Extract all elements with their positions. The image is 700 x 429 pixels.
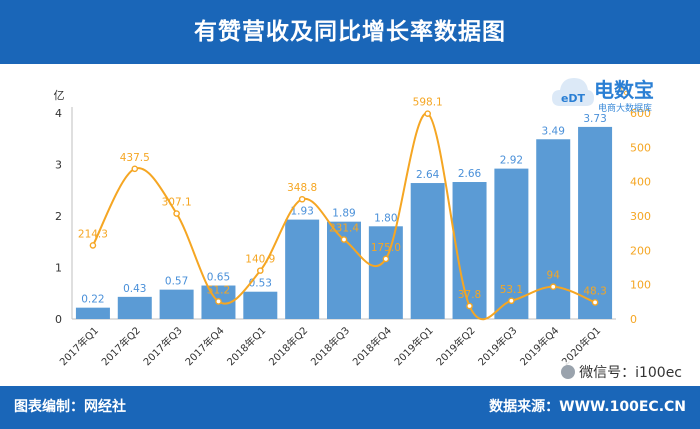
y-left-tick-label: 4 [55, 107, 62, 120]
line-point [131, 165, 139, 173]
bar [494, 168, 529, 319]
x-tick-label: 2017年Q2 [99, 324, 143, 368]
chart-svg: 0 1 2 3 4 亿 0 100 200 300 400 500 600% 0.22 0.43 0.57 0.… [54, 85, 652, 368]
wechat-badge: 微信号：i100ec [557, 362, 686, 384]
y-left-tick-label: 2 [55, 210, 62, 223]
line-value-label: 175.0 [371, 242, 401, 254]
bar-value-label: 1.80 [374, 212, 397, 224]
bar [159, 289, 194, 319]
line-point [215, 298, 222, 305]
bar-value-label: 3.49 [542, 125, 565, 137]
cloud-logo-icon: eDT [552, 78, 594, 106]
line-point [382, 255, 390, 263]
bar-value-label: 1.93 [290, 206, 313, 218]
bar [410, 183, 445, 319]
y-right-tick-label: 200 [630, 244, 651, 257]
logo-mark: eDT [561, 92, 586, 105]
y-left-tick-label: 3 [55, 159, 62, 172]
y-right-tick-label: 100 [630, 279, 651, 292]
x-tick-label: 2018年Q2 [266, 324, 310, 368]
line-value-label: 53.1 [500, 284, 523, 296]
bar [243, 291, 278, 319]
line-value-label: 598.1 [413, 97, 443, 109]
line-point [549, 283, 557, 291]
line-value-label: 231.4 [329, 223, 359, 235]
bar-value-label: 0.43 [123, 283, 146, 295]
logo-title: 电数宝 [594, 78, 654, 102]
bar-value-label: 0.57 [165, 276, 188, 288]
bar-value-label: 1.89 [332, 208, 355, 220]
footer-source-right: 数据来源：WWW.100EC.CN [489, 399, 686, 415]
line-value-label: 37.8 [458, 289, 481, 301]
line-value-label: 51.2 [207, 284, 230, 296]
bar [452, 182, 487, 319]
line-point [466, 302, 473, 310]
line-point [591, 299, 599, 306]
line-point [173, 210, 180, 217]
line-point [257, 267, 264, 274]
line-value-label: 214.3 [78, 228, 108, 240]
bar-value-label: 2.92 [500, 155, 523, 167]
bar [536, 139, 571, 319]
bar [578, 126, 613, 319]
x-tick-label: 2017年Q1 [57, 324, 101, 368]
line-value-label: 48.3 [583, 285, 606, 297]
header-bar [0, 0, 700, 64]
y-left-tick-label: 1 [55, 262, 62, 275]
line-point [340, 236, 348, 243]
x-tick-label: 2019年Q4 [517, 324, 561, 368]
line-point [89, 242, 97, 249]
chart-area: 0 1 2 3 4 亿 0 100 200 300 400 500 600% 0.22 0.43 0.57 0.… [0, 64, 700, 386]
footer-bar: 微信号：i100ec 图表编制：网经社 数据来源：WWW.100EC.CN [0, 362, 700, 429]
bar [368, 226, 403, 319]
y-right-tick-label: 300 [630, 210, 651, 223]
bar-value-label: 0.65 [207, 272, 230, 284]
bar [117, 296, 152, 319]
x-tick-label: 2019年Q1 [391, 324, 435, 368]
line-value-label: 94 [547, 270, 561, 282]
x-tick-label: 2018年Q4 [350, 324, 394, 368]
page-title: 有赞营收及同比增长率数据图 [194, 19, 506, 45]
x-tick-label: 2019年Q2 [433, 324, 477, 368]
bar-value-label: 2.64 [416, 169, 440, 181]
y-left-unit: 亿 [54, 89, 65, 102]
bar-value-label: 3.73 [583, 113, 606, 125]
bar [75, 307, 110, 319]
bar [285, 219, 320, 319]
wechat-id: 微信号：i100ec [579, 365, 682, 381]
y-right-tick-label: 0 [630, 313, 637, 326]
wechat-icon [561, 365, 576, 379]
footer-source-left: 图表编制：网经社 [14, 399, 126, 415]
line-value-label: 437.5 [120, 152, 150, 164]
y-left-tick-label: 0 [55, 313, 62, 326]
line-point [424, 110, 431, 117]
y-right-tick-label: 400 [630, 176, 651, 189]
y-right-unit: % [618, 85, 628, 98]
y-right-tick-label: 500 [630, 141, 651, 154]
line-value-label: 348.8 [287, 182, 317, 194]
line-point [298, 195, 306, 203]
bar-value-label: 0.22 [81, 294, 104, 306]
logo: eDT 电数宝 电商大数据库 [550, 70, 690, 122]
x-tick-label: 2018年Q1 [224, 324, 268, 368]
x-tick-label: 2017年Q3 [140, 324, 184, 368]
line-point [508, 297, 515, 305]
logo-subtitle: 电商大数据库 [598, 104, 653, 114]
line-value-label: 140.9 [245, 254, 275, 266]
x-tick-label: 2017年Q4 [182, 324, 226, 368]
x-tick-label: 2018年Q3 [308, 324, 352, 368]
line-value-label: 307.1 [162, 197, 192, 209]
bar-value-label: 0.53 [249, 278, 272, 290]
bar-value-label: 2.66 [458, 168, 482, 180]
y-right-tick-label: 600 [630, 107, 651, 120]
x-tick-label: 2019年Q3 [475, 324, 519, 368]
